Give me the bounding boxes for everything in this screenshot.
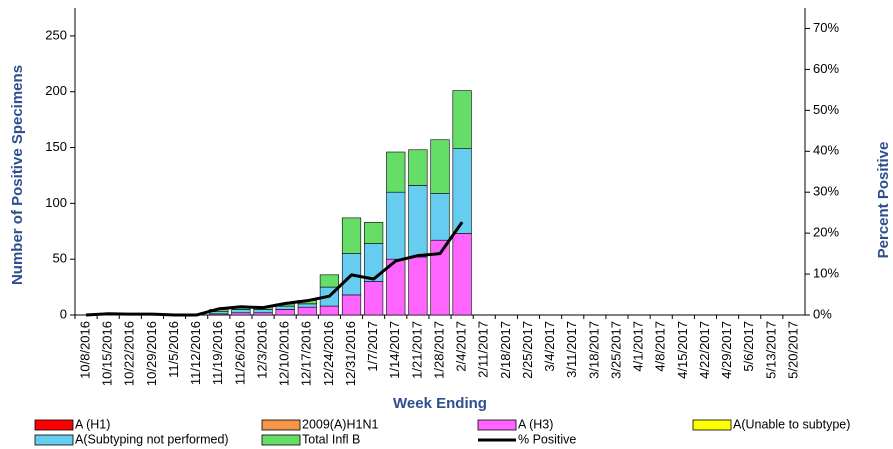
x-tick-label: 11/5/2016 xyxy=(166,321,181,378)
x-tick-label: 10/15/2016 xyxy=(100,321,115,386)
legend-swatch xyxy=(261,434,301,446)
bar-segment xyxy=(253,312,273,316)
legend-label: Total Infl B xyxy=(302,432,360,446)
line-series xyxy=(85,221,464,317)
y-tick-label: 200 xyxy=(45,83,67,98)
x-tick-label: 1/7/2017 xyxy=(365,321,380,372)
legend-swatch xyxy=(261,419,301,431)
x-tick-label: 4/22/2017 xyxy=(697,321,712,379)
x-tick-label: 12/3/2016 xyxy=(254,321,269,379)
x-tick-label: 1/14/2017 xyxy=(387,321,402,379)
x-tick-label: 2/25/2017 xyxy=(520,321,535,379)
y-tick-label: 250 xyxy=(45,27,67,42)
bar-segment xyxy=(319,305,339,316)
bar-segment xyxy=(430,193,450,241)
y-tick-label: 150 xyxy=(45,139,67,154)
y2-tick-label: 0% xyxy=(813,306,832,321)
legend-label: A(Subtyping not performed) xyxy=(75,432,229,446)
legend-swatch xyxy=(34,419,74,431)
bar-segment xyxy=(452,90,472,149)
bar-segment xyxy=(319,274,339,288)
y2-tick-label: 10% xyxy=(813,266,839,281)
x-tick-label: 4/1/2017 xyxy=(631,321,646,372)
x-tick-label: 3/18/2017 xyxy=(586,321,601,379)
legend-swatch xyxy=(477,419,517,431)
x-tick-label: 3/11/2017 xyxy=(564,321,579,378)
y2-tick-label: 50% xyxy=(813,102,839,117)
bar-segment xyxy=(253,309,273,314)
x-tick-label: 12/31/2016 xyxy=(343,321,358,386)
bar-segment xyxy=(231,312,251,316)
bar-segment xyxy=(364,243,384,282)
bar-segment xyxy=(364,281,384,316)
x-tick-label: 2/4/2017 xyxy=(454,321,469,372)
y2-tick-label: 30% xyxy=(813,184,839,199)
x-tick-label: 2/18/2017 xyxy=(498,321,513,379)
bar-segment xyxy=(297,303,317,308)
legend-label: A(Unable to subtype) xyxy=(733,417,850,431)
y2-tick-label: 70% xyxy=(813,20,839,35)
legend-label: A (H1) xyxy=(75,417,110,431)
bar-segment xyxy=(408,256,428,316)
y-tick-label: 100 xyxy=(45,195,67,210)
bar-segment xyxy=(275,305,295,310)
bar-segment xyxy=(231,309,251,314)
bar-segment xyxy=(452,148,472,234)
x-tick-label: 12/10/2016 xyxy=(277,321,292,386)
x-tick-label: 10/29/2016 xyxy=(144,321,159,386)
y-tick-label: 0 xyxy=(60,306,67,321)
y-tick-label: 50 xyxy=(53,251,67,266)
x-tick-label: 10/8/2016 xyxy=(77,321,92,379)
x-tick-label: 11/26/2016 xyxy=(232,321,247,385)
legend-label: % Positive xyxy=(518,432,576,446)
x-tick-label: 4/8/2017 xyxy=(653,321,668,372)
x-tick-label: 2/11/2017 xyxy=(476,321,491,378)
bar-segment xyxy=(341,294,362,316)
bar-segment xyxy=(430,139,450,194)
x-tick-label: 4/29/2017 xyxy=(719,321,734,379)
x-tick-label: 12/24/2016 xyxy=(321,321,336,386)
x-tick-label: 1/28/2017 xyxy=(431,321,446,379)
bar-segment xyxy=(386,191,406,260)
x-tick-label: 4/15/2017 xyxy=(675,321,690,379)
bar-segment xyxy=(408,149,428,186)
y2-tick-label: 40% xyxy=(813,143,839,158)
x-tick-label: 5/6/2017 xyxy=(741,321,756,372)
x-tick-label: 3/25/2017 xyxy=(608,321,623,379)
bar-segment xyxy=(341,217,362,254)
x-tick-label: 12/17/2016 xyxy=(299,321,314,386)
x-tick-label: 1/21/2017 xyxy=(409,321,424,379)
bar-segment xyxy=(364,222,384,244)
x-tick-label: 5/20/2017 xyxy=(785,321,800,379)
bar-segment xyxy=(275,309,295,316)
y2-axis-title: Percent Positive xyxy=(875,142,892,259)
x-tick-label: 5/13/2017 xyxy=(763,321,778,379)
x-tick-label: 3/4/2017 xyxy=(542,321,557,372)
x-tick-label: 10/22/2016 xyxy=(122,321,137,386)
legend-swatch xyxy=(692,419,732,431)
bar-segment xyxy=(297,306,317,316)
bar-segment xyxy=(408,185,428,258)
y2-tick-label: 20% xyxy=(813,225,839,240)
y2-tick-label: 60% xyxy=(813,61,839,76)
x-tick-label: 11/12/2016 xyxy=(188,321,203,385)
legend-label: 2009(A)H1N1 xyxy=(302,417,378,431)
legend-swatch xyxy=(34,434,74,446)
y-axis-title: Number of Positive Specimens xyxy=(9,65,26,285)
bar-segment xyxy=(386,151,406,193)
legend-label: A (H3) xyxy=(518,417,553,431)
x-tick-label: 11/19/2016 xyxy=(210,321,225,385)
bar-segment xyxy=(452,233,472,316)
x-axis-title: Week Ending xyxy=(393,395,487,412)
